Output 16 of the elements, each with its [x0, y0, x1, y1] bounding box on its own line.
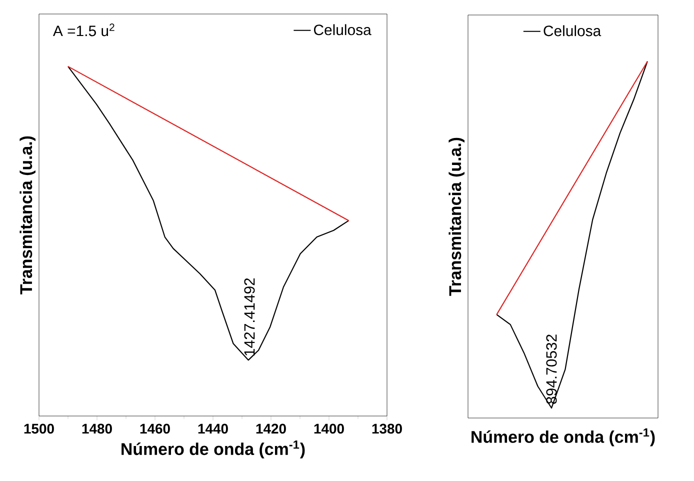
x-tick-label: 1420 — [256, 424, 286, 434]
x-axis-title: Número de onda (cm$^{-1}$) — [122, 440, 305, 458]
x-tick-label: 1380 — [372, 424, 402, 434]
legend-label: Celulosa — [544, 25, 602, 36]
text: A =1.5 u$^{2}$ — [52, 24, 114, 36]
x-tick-label: 1500 — [24, 424, 54, 434]
y-axis-title: Transmitancia (u.a.) — [448, 138, 464, 296]
x-tick-label: 1440 — [198, 424, 228, 434]
x-tick-label: 1400 — [314, 424, 344, 434]
y-axis-title: Transmitancia (u.a.) — [20, 136, 36, 294]
x-tick-label: 1480 — [82, 424, 112, 434]
legend-label: Celulosa — [314, 24, 372, 36]
annotation: 894.70532 — [546, 334, 557, 404]
x-tick-label: 1460 — [140, 424, 170, 434]
annotation: 1427.41492 — [244, 278, 255, 356]
x-axis-title: Número de onda (cm$^{-1}$) — [472, 428, 655, 446]
